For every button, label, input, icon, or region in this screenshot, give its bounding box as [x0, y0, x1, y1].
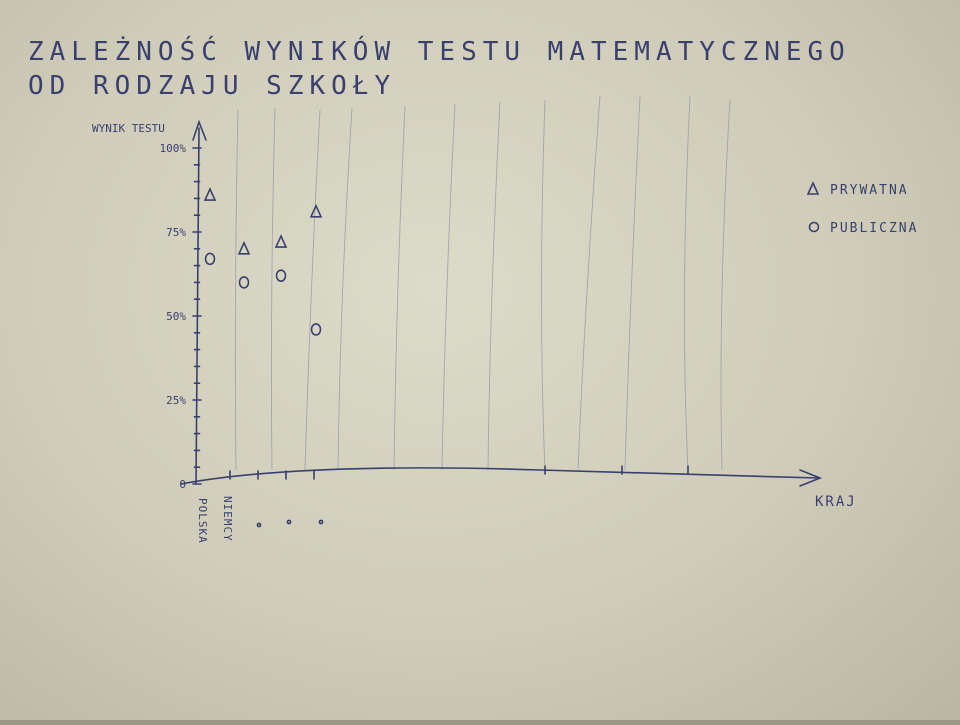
data-point-circle — [204, 252, 216, 266]
legend: PRYWATNA PUBLICZNA — [806, 181, 918, 236]
x-axis-label: KRAJ — [815, 494, 857, 510]
data-point-triangle — [237, 240, 251, 255]
legend-label-private: PRYWATNA — [830, 183, 909, 198]
data-point-triangle — [274, 234, 288, 248]
y-tick-label: 0 — [179, 478, 186, 491]
y-tick-label: 75% — [166, 226, 186, 239]
data-point-circle — [310, 323, 322, 336]
x-axis-line — [180, 467, 819, 485]
data-point-triangle — [309, 203, 323, 218]
x-tick-group — [229, 465, 689, 480]
y-tick-label: 50% — [166, 310, 186, 323]
category-labels: POLSKA NIEMCY — [196, 496, 234, 544]
x-axis-arrow — [799, 469, 823, 487]
data-point-circle — [275, 269, 287, 282]
chart-title: ZALEŻNOŚĆ WYNIKÓW TESTU MATEMATYCZNEGO — [28, 35, 851, 67]
chart-subtitle: OD RODZAJU SZKOŁY — [28, 71, 396, 101]
data-point-circle — [238, 276, 250, 289]
y-tick-group: 100% 75% 50% 25% 0 — [160, 142, 202, 491]
y-axis-arrow — [192, 119, 207, 141]
paper-guide-lines — [234, 95, 731, 471]
legend-circle-icon — [808, 221, 820, 233]
y-tick-label: 25% — [166, 394, 186, 407]
legend-triangle-icon — [806, 181, 820, 195]
y-tick-label: 100% — [160, 142, 187, 155]
data-point-triangle — [203, 187, 217, 201]
y-axis-label: WYNIK TESTU — [92, 122, 165, 135]
x-category-label: POLSKA — [196, 498, 209, 544]
legend-label-public: PUBLICZNA — [830, 221, 918, 236]
continuation-dots — [256, 519, 324, 528]
x-category-label: NIEMCY — [221, 496, 234, 542]
y-axis-line — [195, 127, 200, 485]
data-points — [203, 187, 323, 336]
